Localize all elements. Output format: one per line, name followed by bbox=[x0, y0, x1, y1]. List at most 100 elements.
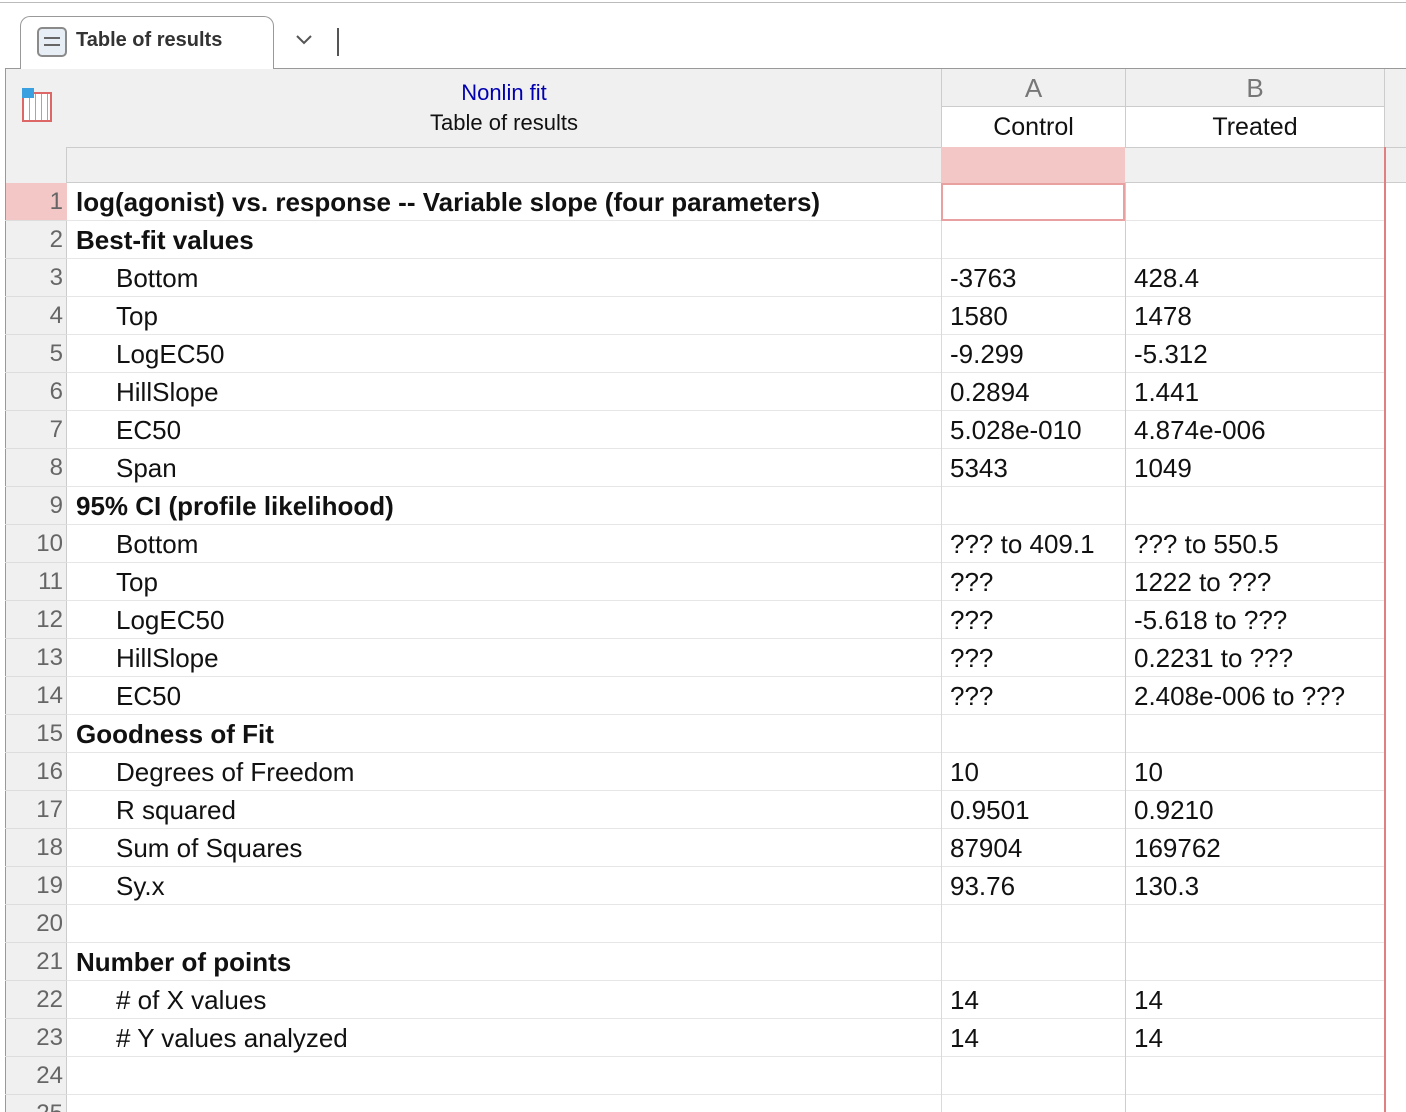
tab-icon bbox=[37, 27, 67, 57]
row-label: # Y values analyzed bbox=[116, 1023, 348, 1053]
value-cell: 14 bbox=[1134, 985, 1163, 1015]
row-number: 1 bbox=[49, 188, 63, 215]
row-number: 3 bbox=[49, 264, 63, 291]
column-letter: A bbox=[941, 69, 1125, 107]
selected-cell[interactable] bbox=[941, 183, 1125, 221]
section-title: Goodness of Fit bbox=[76, 719, 274, 749]
value-cell: 10 bbox=[950, 757, 979, 787]
row-number: 21 bbox=[36, 948, 63, 975]
row-divider bbox=[67, 524, 1384, 525]
row-number-divider bbox=[5, 714, 67, 715]
row-divider bbox=[67, 638, 1384, 639]
row-number: 13 bbox=[36, 644, 63, 671]
column-letter: B bbox=[1125, 69, 1384, 107]
selected-column-marker bbox=[941, 147, 1125, 183]
value-cell: 0.9210 bbox=[1134, 795, 1214, 825]
row-number-divider bbox=[5, 904, 67, 905]
row-number-divider bbox=[5, 790, 67, 791]
row-divider bbox=[67, 220, 1384, 221]
row-label: LogEC50 bbox=[116, 605, 225, 635]
tab-dropdown[interactable] bbox=[295, 30, 312, 46]
value-cell: 87904 bbox=[950, 833, 1023, 863]
row-number: 6 bbox=[49, 378, 63, 405]
row-label: Bottom bbox=[116, 263, 199, 293]
icon-line bbox=[44, 37, 60, 39]
row-number-divider bbox=[5, 410, 67, 411]
value-cell: 5343 bbox=[950, 453, 1008, 483]
value-cell: 5.028e-010 bbox=[950, 415, 1082, 445]
row-label: Span bbox=[116, 453, 177, 483]
sheet-icon-mark bbox=[22, 88, 34, 98]
row-number: 20 bbox=[36, 910, 63, 937]
row-label: EC50 bbox=[116, 681, 182, 711]
column-divider bbox=[1125, 183, 1126, 1112]
row-divider bbox=[67, 296, 1384, 297]
column-title: Control bbox=[941, 107, 1125, 147]
row-number-divider bbox=[5, 980, 67, 981]
row-label: Top bbox=[116, 301, 158, 331]
row-divider bbox=[67, 334, 1384, 335]
section-title: 95% CI (profile likelihood) bbox=[76, 491, 394, 521]
value-cell: 14 bbox=[950, 985, 979, 1015]
row-number: 17 bbox=[36, 796, 63, 823]
row-number-divider bbox=[5, 1094, 67, 1095]
row-number-divider bbox=[5, 562, 67, 563]
row-number-divider bbox=[5, 486, 67, 487]
row-label: # of X values bbox=[116, 985, 267, 1015]
row-label: HillSlope bbox=[116, 643, 219, 673]
sheet-name: Table of results bbox=[430, 110, 578, 135]
row-number: 7 bbox=[49, 416, 63, 443]
row-number: 19 bbox=[36, 872, 63, 899]
row-number: 5 bbox=[49, 340, 63, 367]
row-number: 9 bbox=[49, 492, 63, 519]
row-number: 2 bbox=[49, 226, 63, 253]
separator bbox=[337, 28, 339, 56]
row-divider bbox=[67, 676, 1384, 677]
value-cell: 1.441 bbox=[1134, 377, 1200, 407]
row-divider bbox=[67, 600, 1384, 601]
row-number-divider bbox=[5, 1018, 67, 1019]
value-cell: -5.618 to ??? bbox=[1134, 605, 1288, 635]
section-title: Best-fit values bbox=[76, 225, 254, 255]
row-divider bbox=[67, 448, 1384, 449]
row-label: Sy.x bbox=[116, 871, 165, 901]
value-cell: -9.299 bbox=[950, 339, 1024, 369]
value-cell: 0.2894 bbox=[950, 377, 1030, 407]
value-cell: 93.76 bbox=[950, 871, 1016, 901]
row-divider bbox=[67, 828, 1384, 829]
icon-line bbox=[44, 44, 60, 46]
row-divider bbox=[67, 410, 1384, 411]
row-divider bbox=[67, 752, 1384, 753]
row-number: 11 bbox=[38, 568, 63, 595]
value-cell: ??? bbox=[950, 605, 994, 635]
row-number-divider bbox=[5, 752, 67, 753]
row-divider bbox=[67, 980, 1384, 981]
value-cell: 0.9501 bbox=[950, 795, 1030, 825]
value-cell: 14 bbox=[1134, 1023, 1163, 1053]
row-divider bbox=[67, 714, 1384, 715]
value-cell: 1222 to ??? bbox=[1134, 567, 1272, 597]
value-cell: 4.874e-006 bbox=[1134, 415, 1266, 445]
value-cell: 10 bbox=[1134, 757, 1163, 787]
tab[interactable]: Table of results bbox=[20, 16, 274, 69]
section-title: log(agonist) vs. response -- Variable sl… bbox=[76, 187, 821, 217]
row-number: 8 bbox=[49, 454, 63, 481]
row-number-divider bbox=[5, 448, 67, 449]
row-number-divider bbox=[5, 638, 67, 639]
value-cell: 2.408e-006 to ??? bbox=[1134, 681, 1346, 711]
value-cell: -5.312 bbox=[1134, 339, 1208, 369]
row-number: 18 bbox=[36, 834, 63, 861]
row-divider bbox=[67, 258, 1384, 259]
value-cell: 1049 bbox=[1134, 453, 1192, 483]
row-label: LogEC50 bbox=[116, 339, 225, 369]
row-number-column bbox=[5, 147, 67, 1112]
value-cell: 14 bbox=[950, 1023, 979, 1053]
row-divider bbox=[67, 904, 1384, 905]
value-cell: 1580 bbox=[950, 301, 1008, 331]
row-number: 16 bbox=[36, 758, 63, 785]
column-title: Treated bbox=[1125, 107, 1384, 147]
row-number: 12 bbox=[36, 606, 63, 633]
row-number-divider bbox=[5, 258, 67, 259]
row-number-divider bbox=[5, 334, 67, 335]
analysis-name: Nonlin fit bbox=[461, 80, 547, 105]
